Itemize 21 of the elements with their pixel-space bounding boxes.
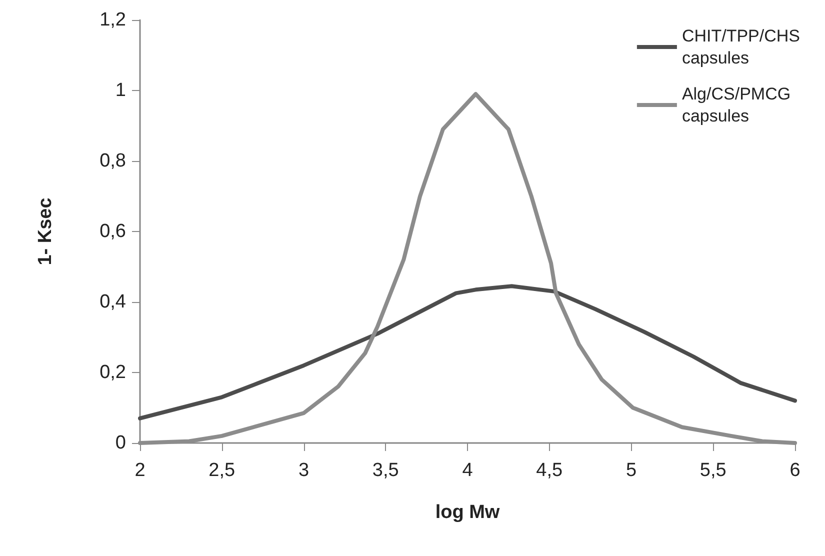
x-axis-title: log Mw xyxy=(435,502,500,523)
y-tick-label: 1 xyxy=(115,80,126,101)
x-tick-label: 3 xyxy=(298,460,310,481)
y-tick-label: 1,2 xyxy=(100,10,126,30)
y-tick-label: 0 xyxy=(115,432,126,454)
x-tick-label: 6 xyxy=(790,460,800,481)
x-tick-label: 5,5 xyxy=(700,460,726,481)
y-tick-label: 0,4 xyxy=(100,292,126,312)
legend-label: CHIT/TPP/CHS capsules xyxy=(682,26,800,68)
x-tick-label: 4 xyxy=(462,460,474,481)
y-tick-label: 0,2 xyxy=(100,362,126,383)
y-tick-label: 0,8 xyxy=(100,150,126,172)
x-tick-label: 2,5 xyxy=(208,460,236,481)
x-tick-label: 5 xyxy=(626,460,637,481)
y-tick-label: 0,6 xyxy=(100,221,126,242)
line-series xyxy=(138,284,797,420)
x-tick-label: 3,5 xyxy=(372,460,399,481)
x-tick-label: 2 xyxy=(134,460,146,481)
y-axis-title: 1- Ksec xyxy=(35,197,56,266)
x-tick-label: 4,5 xyxy=(536,460,563,481)
legend-label: Alg/CS/PMCG capsules xyxy=(682,84,791,126)
